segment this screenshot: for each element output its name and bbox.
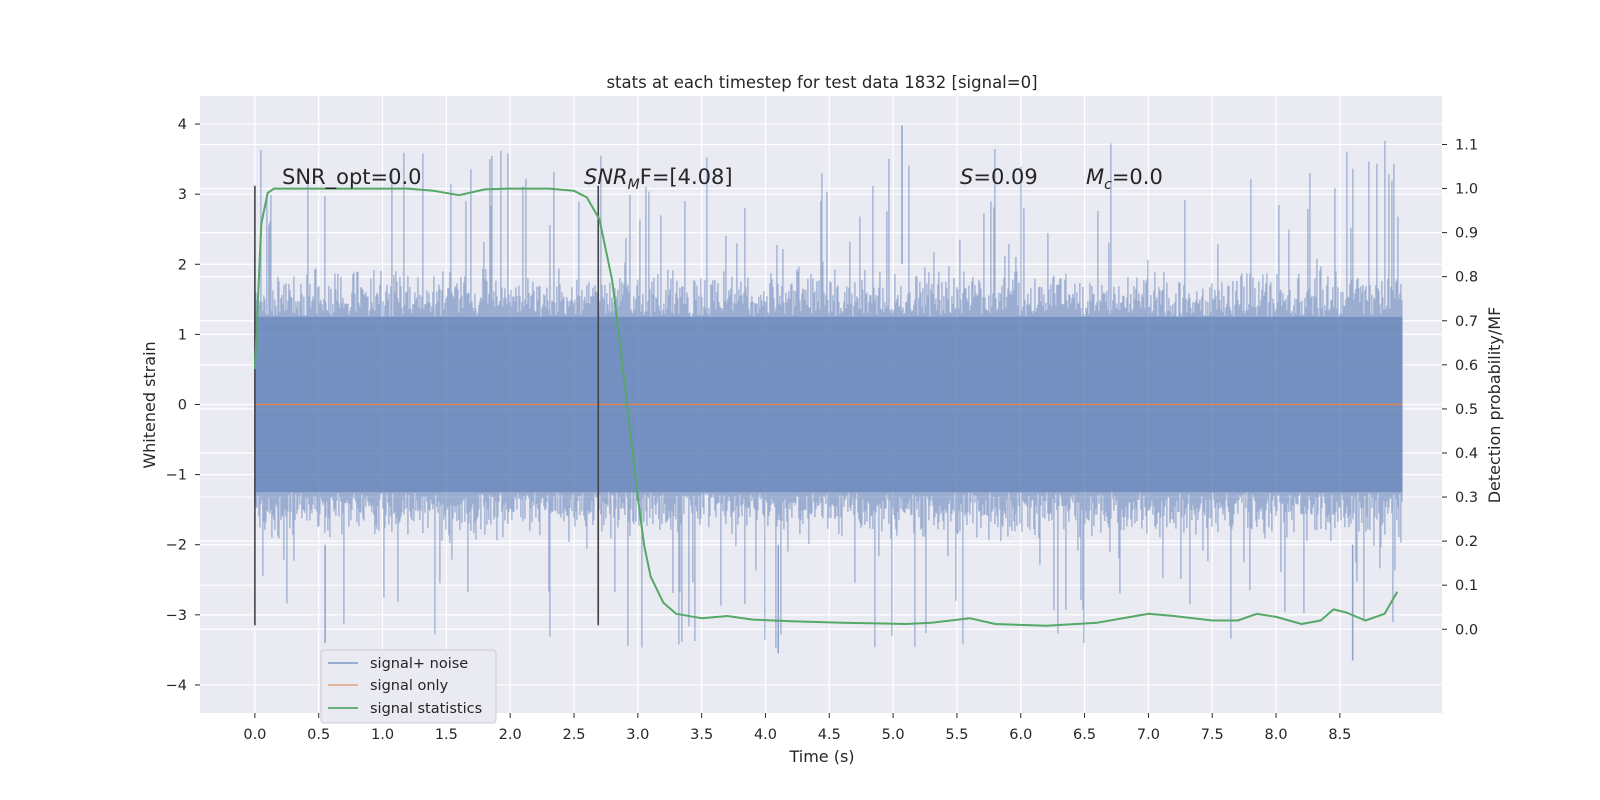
y2-tick-label: 0.3 (1455, 490, 1478, 506)
y-tick-label: 3 (178, 187, 187, 203)
x-tick-label: 6.0 (1009, 727, 1032, 743)
y2-tick-label: 0.1 (1455, 578, 1478, 594)
x-tick-label: 0.0 (243, 727, 266, 743)
y2-tick-label: 0.7 (1455, 314, 1478, 330)
legend-label-signal-noise: signal+ noise (370, 656, 468, 672)
x-tick-label: 1.0 (371, 727, 394, 743)
y2-tick-label: 1.1 (1455, 137, 1478, 153)
x-tick-label: 8.0 (1265, 727, 1288, 743)
signal-statistics-line (253, 187, 1399, 627)
marker-lines (254, 185, 600, 626)
x-tick-label: 3.5 (690, 727, 713, 743)
annotation-s: S=0.09 (960, 165, 1038, 189)
x-tick-label: 5.5 (945, 727, 968, 743)
x-tick-label: 0.5 (307, 727, 330, 743)
x-tick-label: 5.0 (882, 727, 905, 743)
y-tick-label: 4 (178, 117, 187, 133)
y-tick-label: −2 (166, 538, 187, 554)
x-tick-label: 4.0 (754, 727, 777, 743)
x-tick-label: 6.5 (1073, 727, 1096, 743)
y-tick-label: 0 (178, 398, 187, 414)
legend: signal+ noise signal only signal statist… (320, 649, 497, 724)
y2-tick-label: 1.0 (1455, 182, 1478, 198)
y-axis-label: Whitened strain (140, 341, 159, 468)
annotation-snr-mf: SNRMF=[4.08] (584, 165, 733, 193)
y2-axis-ticks: 1.1 1.0 0.9 0.8 0.7 0.6 0.5 0.4 0.3 0.2 0.1 0.0 (1442, 137, 1478, 638)
x-tick-label: 7.5 (1201, 727, 1224, 743)
x-tick-label: 2.5 (562, 727, 585, 743)
x-tick-label: 8.5 (1328, 727, 1351, 743)
y2-tick-label: 0.9 (1455, 226, 1478, 242)
y2-tick-label: 0.5 (1455, 402, 1478, 418)
y2-tick-label: 0.4 (1455, 446, 1478, 462)
signal-statistics-series (253, 187, 1399, 627)
x-tick-label: 3.0 (626, 727, 649, 743)
y2-axis-label: Detection probability/MF (1485, 307, 1504, 504)
y-tick-label: −3 (166, 608, 187, 624)
y-axis-ticks: 4 3 2 1 0 −1 −2 −3 −4 (166, 117, 200, 694)
y-tick-label: −1 (166, 468, 187, 484)
legend-box (320, 649, 497, 724)
x-axis-label: Time (s) (788, 747, 854, 766)
annotation-snr-opt: SNR_opt=0.0 (282, 165, 422, 190)
x-tick-label: 7.0 (1137, 727, 1160, 743)
legend-label-signal-statistics: signal statistics (370, 701, 482, 717)
chart-title: stats at each timestep for test data 183… (606, 73, 1037, 92)
y2-tick-label: 0.8 (1455, 270, 1478, 286)
x-tick-label: 1.5 (435, 727, 458, 743)
y2-tick-label: 0.2 (1455, 534, 1478, 550)
legend-label-signal-only: signal only (370, 678, 449, 694)
y2-tick-label: 0.6 (1455, 358, 1478, 374)
x-axis-ticks: 0.0 0.5 1.0 1.5 2.0 2.5 3.0 3.5 4.0 4.5 5.0 5.5 6.0 6… (243, 713, 1351, 743)
y-tick-label: 1 (178, 327, 187, 343)
annotation-mc: Mc=0.0 (1086, 165, 1163, 193)
x-tick-label: 4.5 (818, 727, 841, 743)
y2-tick-label: 0.0 (1455, 622, 1478, 638)
y-tick-label: 2 (178, 257, 187, 273)
x-tick-label: 2.0 (499, 727, 522, 743)
y-tick-label: −4 (166, 678, 187, 694)
